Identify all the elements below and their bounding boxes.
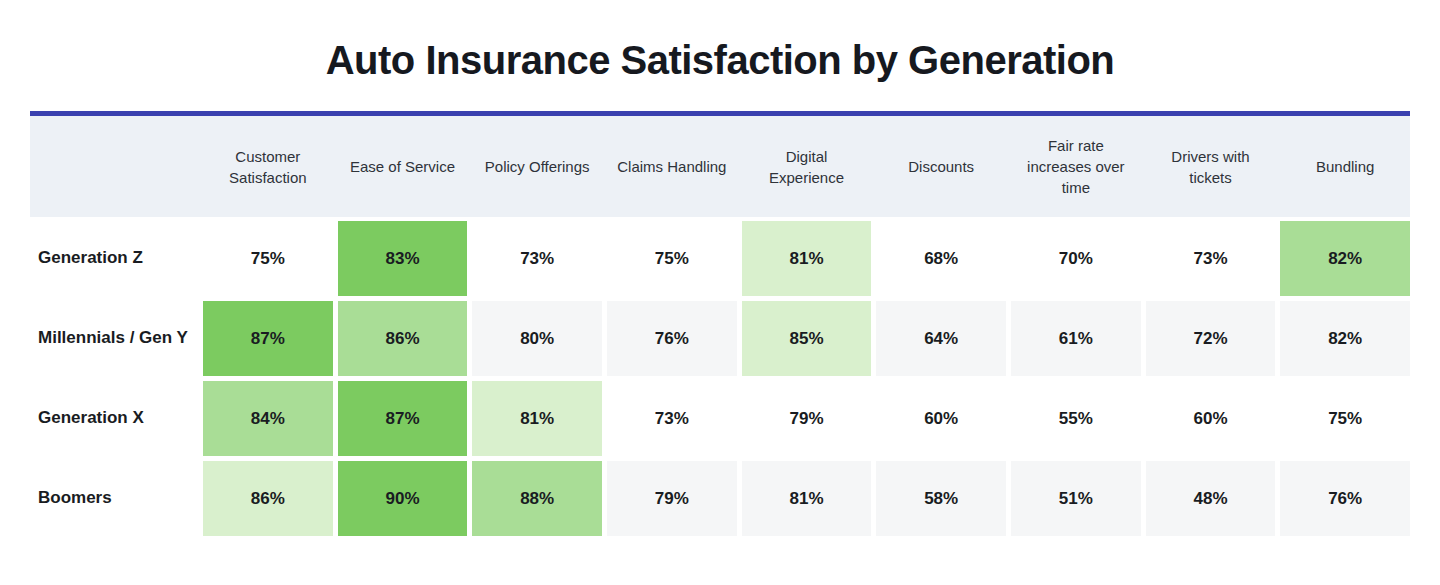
heatmap-cell: 84% xyxy=(203,381,333,456)
heatmap-cell: 48% xyxy=(1146,461,1276,536)
header-row: Customer SatisfactionEase of ServicePoli… xyxy=(30,116,1410,217)
heatmap-cell: 72% xyxy=(1146,301,1276,376)
heatmap-cell: 87% xyxy=(203,301,333,376)
heatmap-cell: 73% xyxy=(1146,221,1276,296)
chart-title: Auto Insurance Satisfaction by Generatio… xyxy=(0,36,1440,84)
row-label: Boomers xyxy=(30,461,198,536)
column-header: Digital Experience xyxy=(742,116,872,217)
column-header: Bundling xyxy=(1280,116,1410,217)
heatmap-cell: 68% xyxy=(876,221,1006,296)
heatmap-cell: 60% xyxy=(876,381,1006,456)
heatmap-cell: 83% xyxy=(338,221,468,296)
column-header: Discounts xyxy=(876,116,1006,217)
column-header: Drivers with tickets xyxy=(1146,116,1276,217)
heatmap-cell: 55% xyxy=(1011,381,1141,456)
heatmap-cell: 75% xyxy=(607,221,737,296)
table-body: Generation Z75%83%73%75%81%68%70%73%82%M… xyxy=(30,221,1410,536)
heatmap-cell: 61% xyxy=(1011,301,1141,376)
heatmap-cell: 64% xyxy=(876,301,1006,376)
heatmap-cell: 75% xyxy=(203,221,333,296)
heatmap-cell: 79% xyxy=(607,461,737,536)
heatmap-cell: 88% xyxy=(472,461,602,536)
heatmap-cell: 81% xyxy=(742,221,872,296)
heatmap-cell: 86% xyxy=(338,301,468,376)
heatmap-cell: 90% xyxy=(338,461,468,536)
row-label: Millennials / Gen Y xyxy=(30,301,198,376)
heatmap-cell: 80% xyxy=(472,301,602,376)
heatmap-cell: 87% xyxy=(338,381,468,456)
heatmap-cell: 58% xyxy=(876,461,1006,536)
row-label: Generation Z xyxy=(30,221,198,296)
heatmap-cell: 86% xyxy=(203,461,333,536)
heatmap-cell: 76% xyxy=(607,301,737,376)
heatmap-cell: 60% xyxy=(1146,381,1276,456)
heatmap-cell: 76% xyxy=(1280,461,1410,536)
heatmap-cell: 75% xyxy=(1280,381,1410,456)
heatmap-cell: 73% xyxy=(607,381,737,456)
column-header: Claims Handling xyxy=(607,116,737,217)
heatmap-cell: 82% xyxy=(1280,221,1410,296)
header-corner-cell xyxy=(30,116,198,217)
heatmap-cell: 81% xyxy=(472,381,602,456)
column-header: Policy Offerings xyxy=(472,116,602,217)
heatmap-cell: 73% xyxy=(472,221,602,296)
heatmap-cell: 51% xyxy=(1011,461,1141,536)
column-header: Ease of Service xyxy=(338,116,468,217)
heatmap-table: Customer SatisfactionEase of ServicePoli… xyxy=(30,111,1410,536)
heatmap-cell: 85% xyxy=(742,301,872,376)
heatmap-cell: 82% xyxy=(1280,301,1410,376)
column-header: Customer Satisfaction xyxy=(203,116,333,217)
row-label: Generation X xyxy=(30,381,198,456)
column-header: Fair rate increases over time xyxy=(1011,116,1141,217)
heatmap-cell: 81% xyxy=(742,461,872,536)
heatmap-cell: 70% xyxy=(1011,221,1141,296)
page: Auto Insurance Satisfaction by Generatio… xyxy=(0,36,1440,585)
heatmap-cell: 79% xyxy=(742,381,872,456)
